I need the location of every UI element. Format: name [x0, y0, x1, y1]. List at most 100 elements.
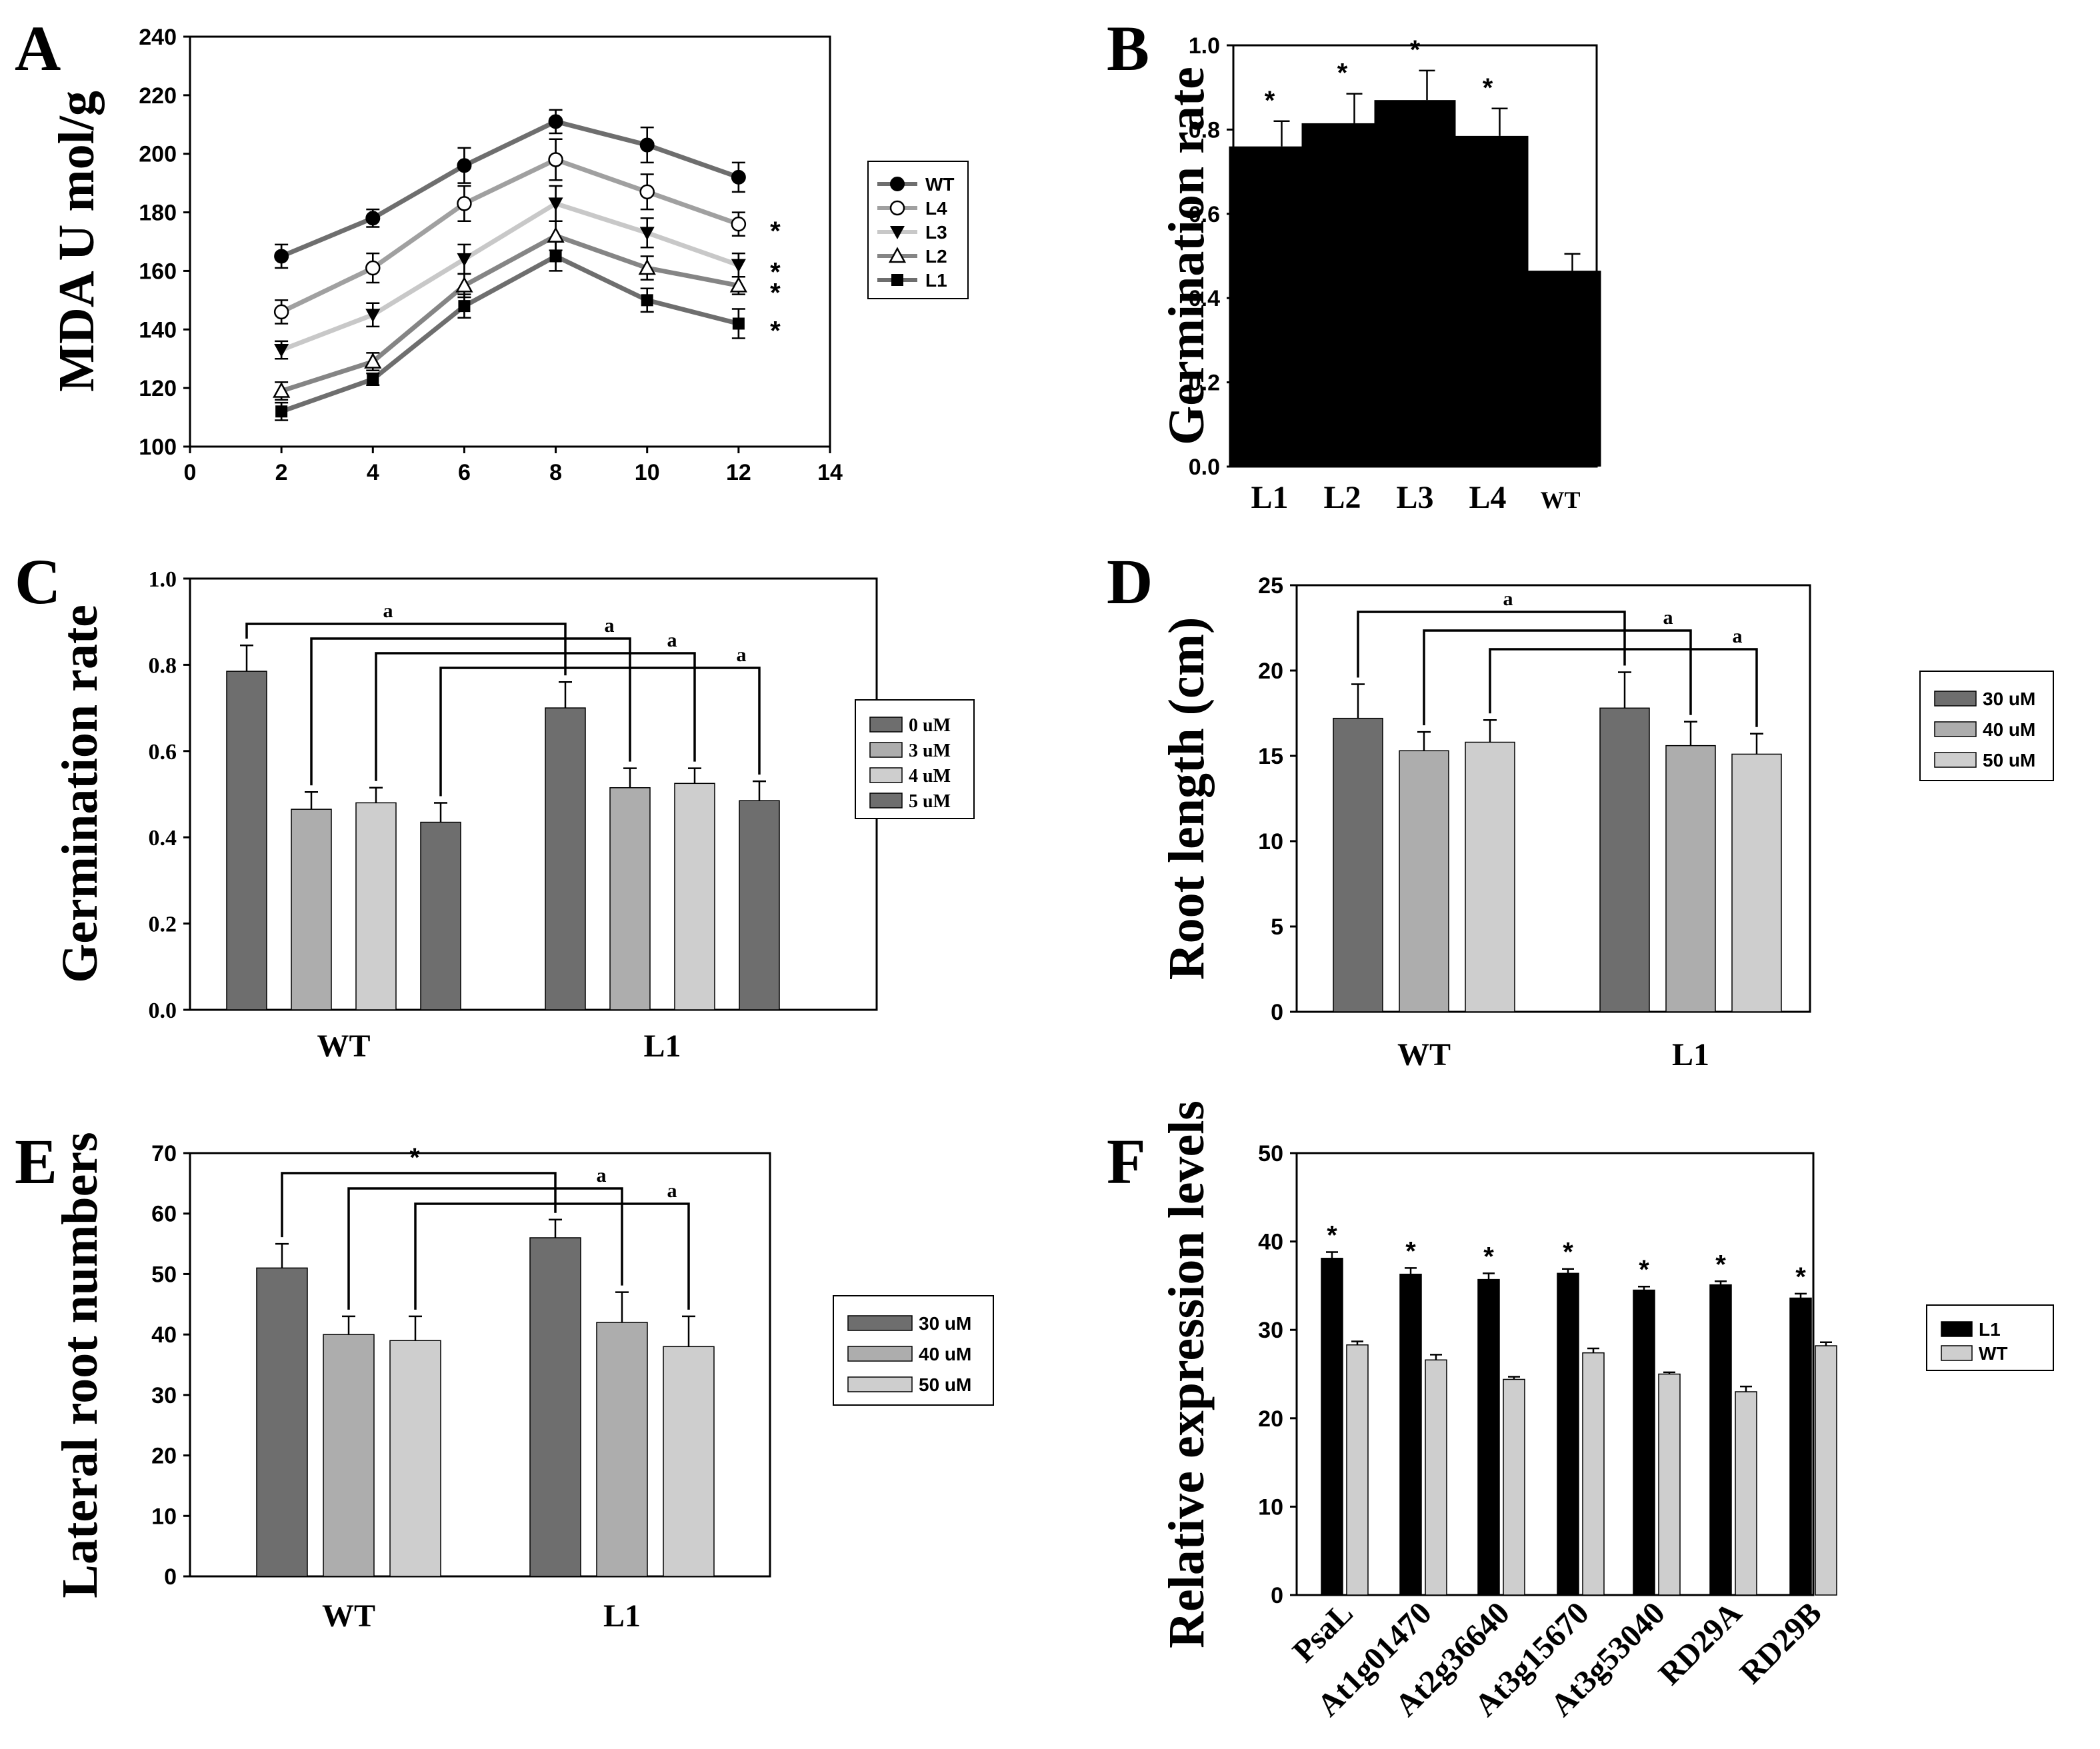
legend-entry: L2	[925, 246, 947, 267]
legend-swatch	[1941, 1345, 1973, 1361]
legend-swatch	[1934, 691, 1977, 707]
legend-entry: 3 uM	[909, 741, 951, 761]
y-tick-label: 0.4	[1189, 286, 1220, 311]
y-axis-label: Germination rate	[1159, 67, 1215, 445]
bracket-label: a	[1733, 625, 1743, 647]
data-point	[455, 276, 473, 293]
data-point	[274, 249, 289, 264]
y-tick-label: 0.0	[1189, 455, 1220, 480]
series-line	[280, 157, 740, 315]
x-category-label: L1	[603, 1598, 641, 1634]
y-tick-label: 30	[1258, 1318, 1283, 1343]
panel-label: F	[1107, 1126, 1146, 1197]
legend-entry: WT	[1979, 1343, 2008, 1364]
data-point	[548, 114, 563, 129]
data-point	[729, 276, 747, 293]
y-axis-label: Root length (cm)	[1159, 617, 1215, 980]
data-point	[732, 317, 745, 330]
y-tick-label: 40	[151, 1322, 177, 1348]
x-category-label: PsaL	[1286, 1595, 1360, 1669]
bar	[1519, 271, 1601, 467]
series-l2: *	[273, 220, 781, 401]
legend-entry: 4 uM	[909, 766, 951, 787]
legend-entry: WT	[925, 174, 955, 195]
y-tick-label: 0	[1271, 1583, 1283, 1608]
y-tick-label: 140	[139, 317, 177, 343]
x-category-label: L4	[1469, 480, 1506, 515]
bar	[389, 1340, 441, 1577]
series-line	[280, 119, 740, 259]
bar	[1346, 1344, 1369, 1596]
bar	[596, 1322, 648, 1577]
bar	[1399, 750, 1449, 1012]
bracket-label: a	[1663, 607, 1673, 629]
legend-swatch	[1941, 1321, 1973, 1337]
y-tick-label: 0.8	[1189, 117, 1220, 143]
bar	[1301, 123, 1383, 467]
bar	[1321, 1258, 1343, 1596]
data-point	[457, 158, 472, 173]
bar	[1735, 1391, 1757, 1596]
y-tick-label: 0.4	[149, 826, 177, 851]
significance-mark: *	[1337, 59, 1348, 88]
x-category-label: WT	[1540, 487, 1580, 513]
data-point	[457, 253, 472, 267]
comparison-bracket	[1423, 629, 1692, 726]
x-tick-label: 4	[367, 460, 379, 485]
y-tick-label: 0.6	[1189, 202, 1220, 227]
significance-mark: *	[770, 278, 781, 307]
series-l4: *	[273, 138, 781, 325]
legend-swatch	[1934, 752, 1977, 768]
y-tick-label: 0.6	[149, 740, 177, 765]
legend-entry: 30 uM	[1983, 689, 2035, 709]
x-tick-label: 14	[817, 460, 843, 485]
panel-label: A	[15, 13, 61, 84]
series-line	[280, 253, 739, 414]
significance-mark: *	[1639, 1255, 1649, 1284]
y-tick-label: 25	[1258, 573, 1283, 599]
x-tick-label: 6	[458, 460, 471, 485]
bar	[1658, 1373, 1681, 1596]
bracket-label: a	[383, 600, 393, 622]
bar	[739, 800, 780, 1010]
bracket-label: a	[667, 1180, 677, 1202]
legend-entry: 40 uM	[1983, 719, 2035, 740]
x-category-label: RD29A	[1652, 1595, 1749, 1692]
data-point	[458, 300, 471, 313]
bar	[609, 787, 651, 1010]
comparison-bracket	[375, 652, 696, 781]
y-tick-label: 70	[151, 1141, 177, 1166]
significance-mark: *	[1265, 86, 1275, 115]
legend-swatch	[847, 1315, 913, 1331]
y-tick-label: 50	[151, 1262, 177, 1287]
legend-swatch	[869, 742, 903, 758]
data-point	[274, 344, 289, 358]
bar	[1333, 717, 1383, 1012]
y-tick-label: 10	[1258, 829, 1283, 855]
y-tick-label: 0.8	[149, 653, 177, 678]
y-tick-label: 5	[1271, 914, 1283, 940]
y-tick-label: 10	[1258, 1494, 1283, 1520]
legend-swatch	[847, 1346, 913, 1362]
data-point	[547, 227, 565, 243]
y-tick-label: 15	[1258, 744, 1283, 769]
y-tick-label: 0.2	[1189, 371, 1220, 396]
series-line	[280, 201, 740, 353]
legend-swatch	[847, 1376, 913, 1392]
bracket-label: a	[1503, 588, 1513, 610]
legend-marker	[889, 200, 905, 216]
y-tick-label: 20	[1258, 1406, 1283, 1432]
legend-entry: L1	[925, 270, 947, 291]
bar	[1557, 1272, 1579, 1596]
plot-frame	[1295, 1152, 1815, 1596]
data-point	[549, 250, 562, 263]
data-point	[548, 197, 563, 211]
bar	[226, 671, 267, 1010]
x-category-label: L2	[1323, 480, 1361, 515]
bar	[1503, 1378, 1525, 1596]
data-point	[457, 196, 472, 211]
legend-entry: 50 uM	[919, 1374, 971, 1395]
bar	[256, 1267, 308, 1577]
